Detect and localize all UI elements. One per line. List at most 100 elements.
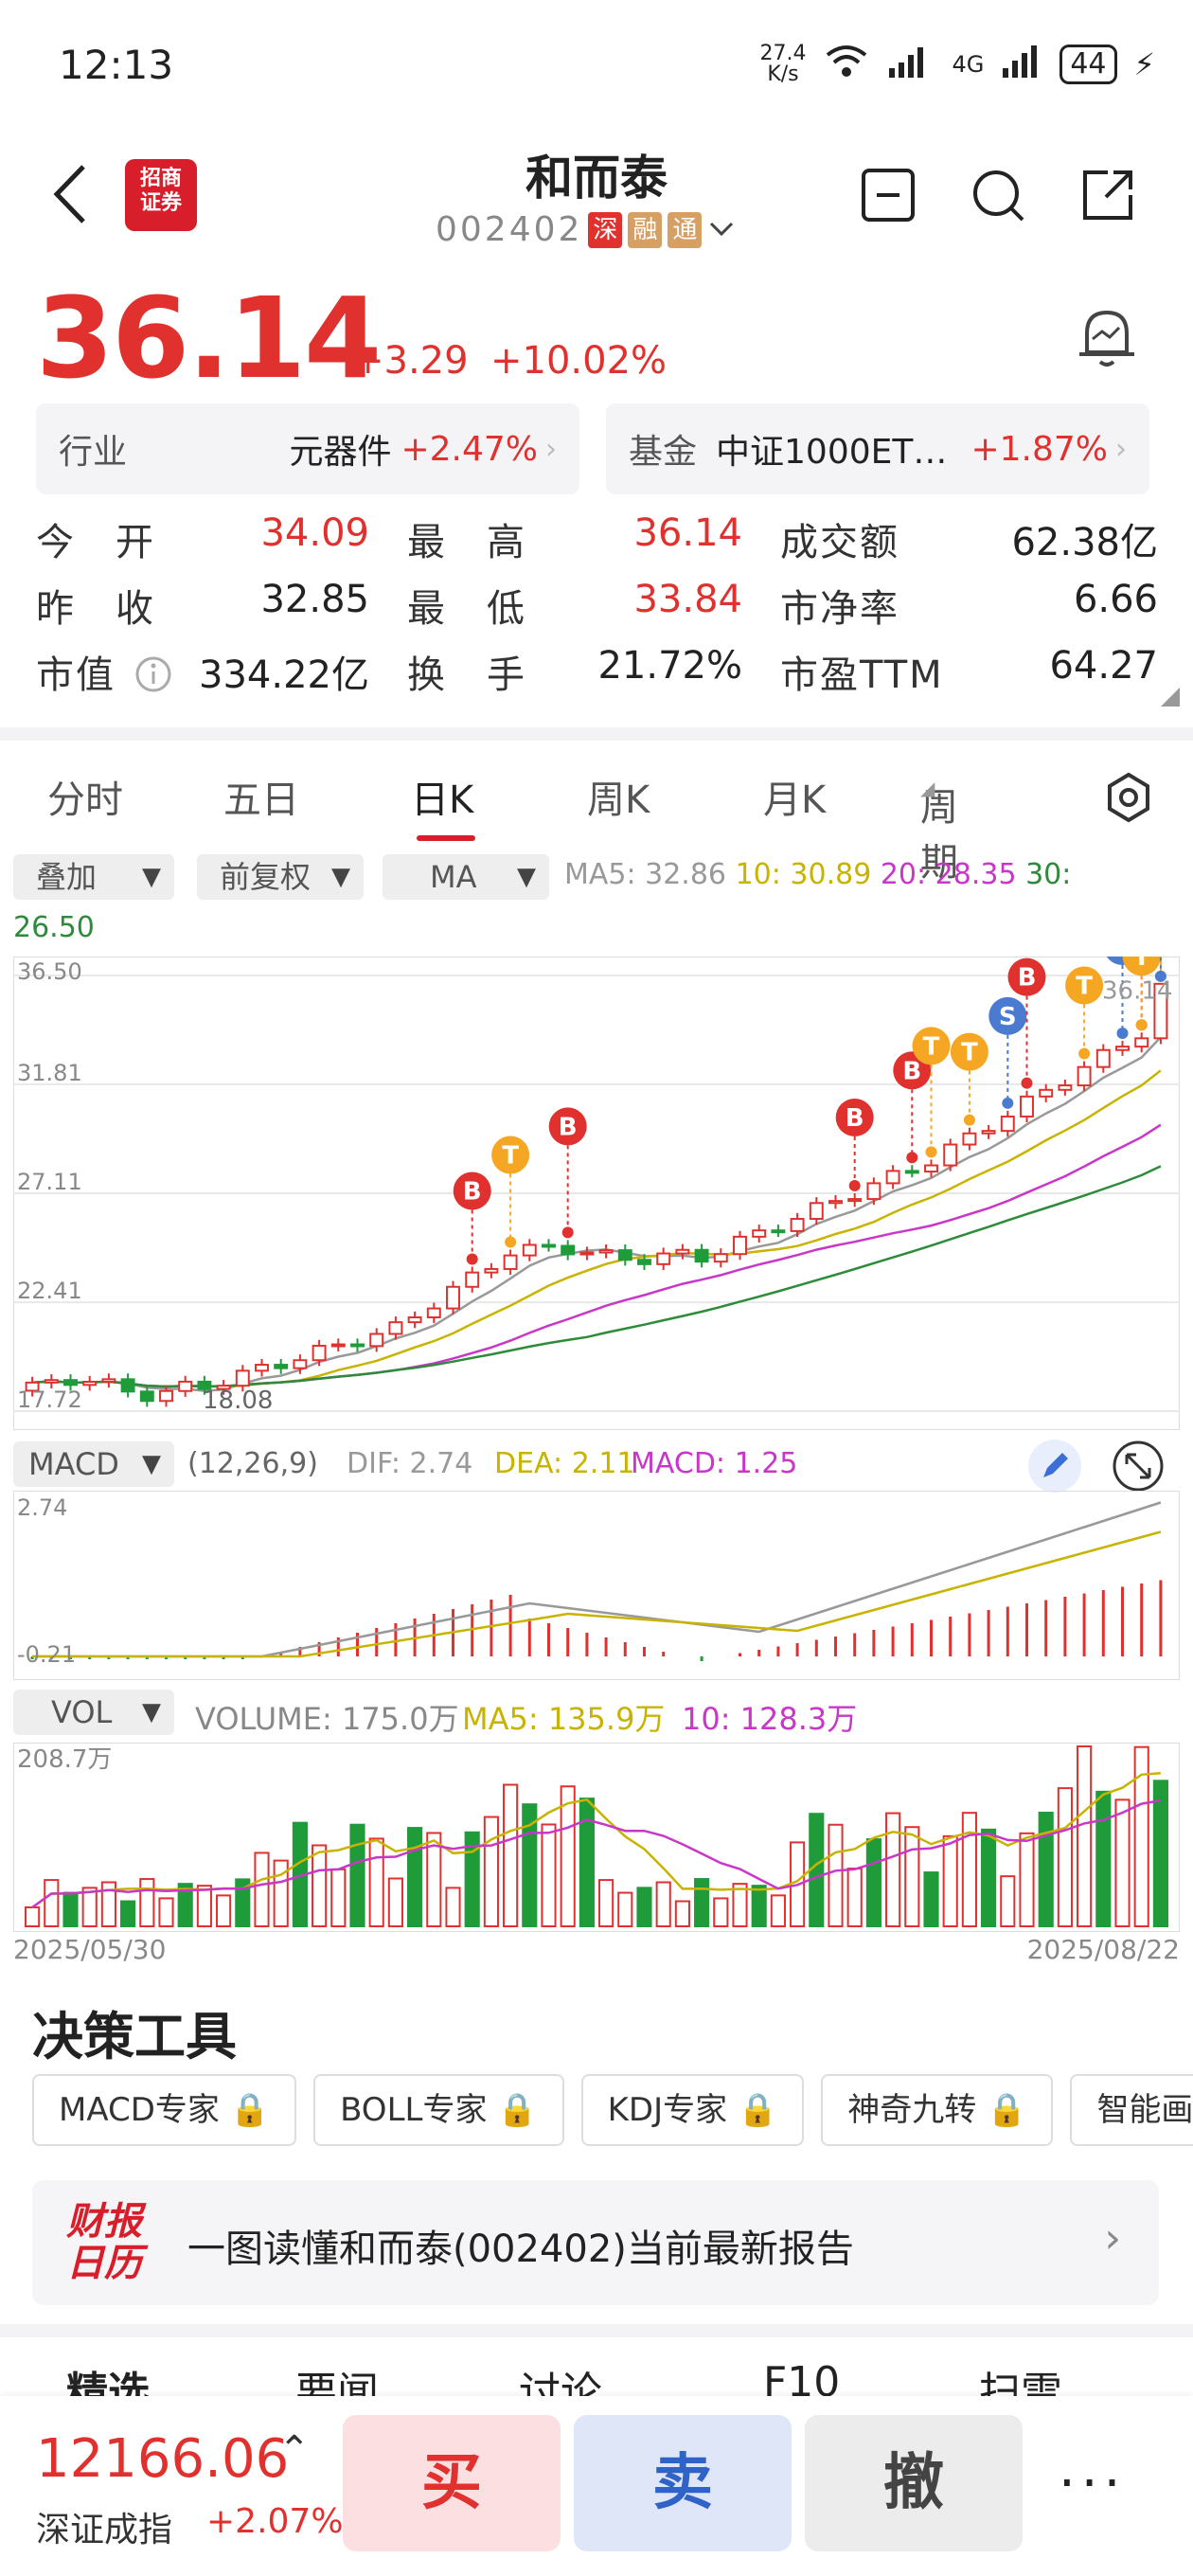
volume-bar <box>330 1868 347 1928</box>
trade-marker <box>950 1032 988 1071</box>
candle <box>139 1390 154 1403</box>
candle <box>197 1380 212 1390</box>
info-icon[interactable] <box>134 655 172 697</box>
volume-bar <box>636 1887 652 1928</box>
header-actions <box>860 167 1136 224</box>
trade-marker <box>491 1136 530 1174</box>
candle <box>522 1243 537 1257</box>
candle <box>293 1359 308 1369</box>
macd-chart[interactable]: 2.74 -0.21 <box>13 1491 1180 1680</box>
tag-rong: 融 <box>628 211 663 248</box>
marker-dot <box>505 1236 517 1248</box>
ma10-value: 10: 30.89 <box>735 858 872 891</box>
volume-bar <box>44 1879 60 1928</box>
stat-row: 昨 收 32.85 最 低 33.84 市净率 6.66 <box>36 578 1158 644</box>
chevron-up-icon[interactable]: ⌃ <box>278 2428 311 2472</box>
fullscreen-icon[interactable] <box>1112 1440 1165 1493</box>
candle <box>866 1182 881 1201</box>
candle <box>981 1130 996 1135</box>
candlestick-chart[interactable]: BTBBBTTSBTSBTTS 36.5031.8127.1122.4117.7… <box>13 957 1180 1430</box>
sell-button[interactable]: 卖 <box>574 2415 792 2551</box>
tab-weekly-k[interactable]: 周K <box>587 778 650 822</box>
volume-chart[interactable]: 208.7万 <box>13 1743 1180 1932</box>
cancel-order-button[interactable]: 撤 <box>805 2415 1023 2551</box>
back-button[interactable] <box>47 161 95 227</box>
buy-button[interactable]: 买 <box>343 2415 561 2551</box>
industry-box[interactable]: 行业 元器件 +2.47% › <box>36 403 579 494</box>
candle <box>924 1164 938 1173</box>
draw-pencil-icon[interactable] <box>1028 1440 1081 1493</box>
candle <box>178 1380 193 1392</box>
y-tick-label: 17.72 <box>17 1386 82 1413</box>
ma-values: MA5: 32.86 10: 30.89 20: 28.35 30: <box>564 858 1071 891</box>
overlay-dropdown[interactable]: 叠加 <box>13 854 174 900</box>
candle <box>1058 1084 1073 1091</box>
tag-shen: 深 <box>588 211 623 248</box>
expand-corner-icon[interactable] <box>1159 686 1182 712</box>
volume-bar <box>139 1878 155 1927</box>
vol-ma10: 10: 128.3万 <box>682 1701 858 1737</box>
candle <box>943 1143 958 1167</box>
volume-bar <box>579 1798 595 1927</box>
trade-marker-label: S <box>1113 957 1131 961</box>
stock-code-row[interactable]: 002402 深 融 通 <box>436 210 736 249</box>
x-axis-start-date: 2025/05/30 <box>13 1934 167 1965</box>
tab-five-day[interactable]: 五日 <box>223 778 299 822</box>
search-icon[interactable] <box>970 167 1026 224</box>
volume-bar <box>483 1816 499 1927</box>
lock-icon: 🔒 <box>737 2091 778 2129</box>
adjust-dropdown[interactable]: 前复权 <box>197 854 364 900</box>
minimize-icon[interactable] <box>860 167 917 224</box>
candle <box>579 1251 595 1256</box>
signal-icon <box>887 42 935 87</box>
marker-dot <box>963 1114 975 1126</box>
candle <box>484 1267 499 1274</box>
tool-magic-nine[interactable]: 神奇九转 🔒 <box>821 2074 1054 2146</box>
volume-bar <box>1057 1787 1073 1927</box>
candle <box>503 1254 518 1270</box>
volume-bar <box>961 1812 977 1927</box>
candle <box>426 1307 441 1318</box>
vol-dropdown[interactable]: VOL <box>13 1690 174 1735</box>
candle <box>656 1252 671 1265</box>
volume-bar <box>617 1891 633 1928</box>
indicator-dropdown[interactable]: MA <box>383 854 549 900</box>
stat-label: 最 高 <box>407 521 526 564</box>
tool-macd-expert[interactable]: MACD专家 🔒 <box>32 2074 297 2146</box>
more-menu-button[interactable]: ··· <box>1059 2453 1127 2514</box>
report-card[interactable]: 财报 日历 一图读懂和而泰(002402)当前最新报告 › <box>32 2180 1159 2305</box>
share-icon[interactable] <box>1079 167 1136 224</box>
stock-name: 和而泰 <box>525 151 668 206</box>
tools-section-title: 决策工具 <box>32 2007 237 2066</box>
tool-smart-draw[interactable]: 智能画 <box>1070 2074 1193 2146</box>
volume-bar <box>1038 1812 1054 1927</box>
fund-pct: +1.87% <box>970 429 1108 469</box>
tool-kdj-expert[interactable]: KDJ专家 🔒 <box>580 2074 805 2146</box>
index-value[interactable]: 12166.06 <box>36 2428 290 2490</box>
x-axis-end-date: 2025/08/22 <box>1026 1934 1180 1965</box>
marker-dot <box>1078 1047 1091 1060</box>
stat-label: 成交额 <box>780 521 899 564</box>
y-tick-label: 36.50 <box>17 958 82 985</box>
candle <box>369 1333 384 1348</box>
tab-timeshare[interactable]: 分时 <box>47 778 123 822</box>
tab-monthly-k[interactable]: 月K <box>763 778 827 822</box>
price-alert-bell-icon[interactable] <box>1076 305 1138 371</box>
tab-daily-k[interactable]: 日K <box>411 778 474 822</box>
volume-bar <box>674 1900 690 1928</box>
marker-dot <box>1154 970 1166 982</box>
tool-boll-expert[interactable]: BOLL专家 🔒 <box>313 2074 564 2146</box>
status-time: 12:13 <box>59 42 174 88</box>
volume-value: VOLUME: 175.0万 <box>195 1701 459 1737</box>
macd-dropdown[interactable]: MACD <box>13 1441 174 1487</box>
chart-settings-icon[interactable] <box>1102 771 1155 824</box>
stock-code: 002402 <box>436 210 583 249</box>
fund-box[interactable]: 基金 中证1000ET… +1.87% › <box>606 403 1149 494</box>
macd-dea: DEA: 2.11 <box>494 1447 635 1480</box>
candle <box>350 1343 365 1348</box>
ma30-value: 26.50 <box>13 911 95 944</box>
macd-header: MACD (12,26,9) DIF: 2.74 DEA: 2.11 MACD:… <box>13 1440 1180 1493</box>
volume-bar <box>81 1887 98 1928</box>
candle <box>637 1259 651 1265</box>
marker-dot <box>1135 1019 1148 1031</box>
